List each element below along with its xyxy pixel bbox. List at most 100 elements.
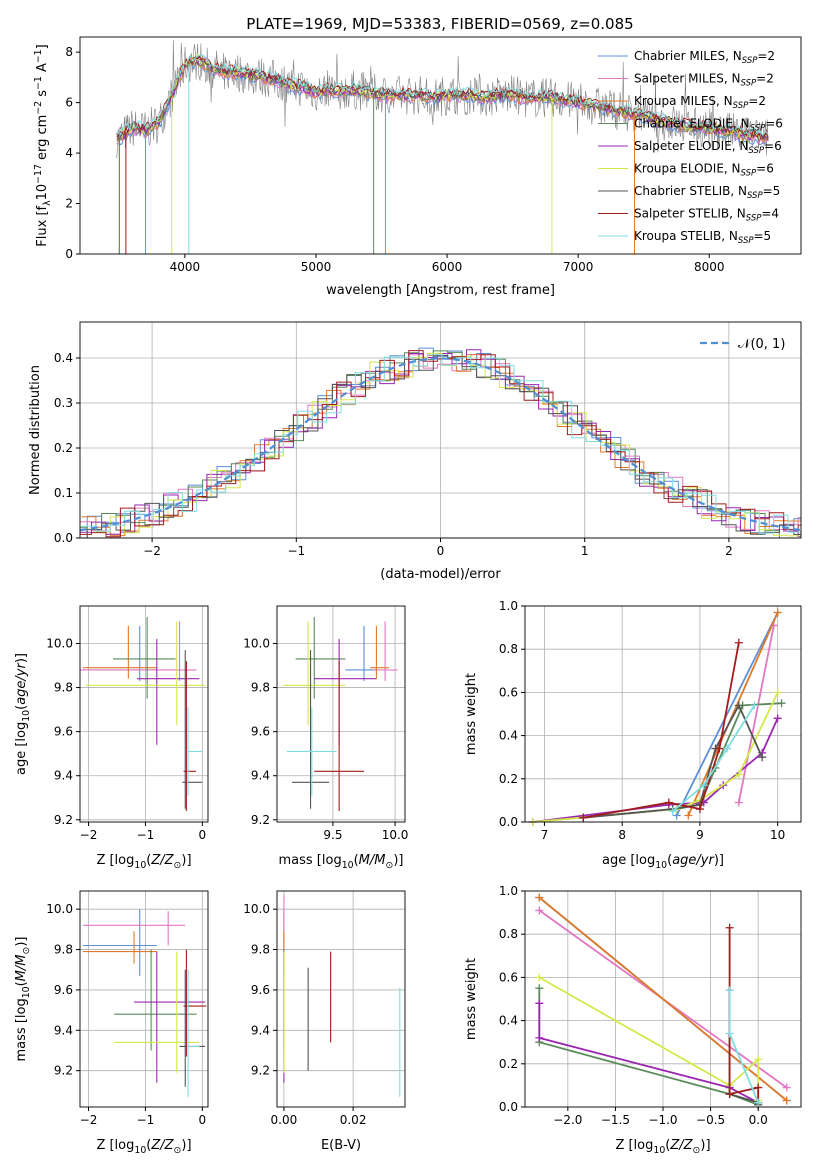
series-salpeter-elodie [528, 714, 782, 826]
normal-distribution-curve [80, 357, 801, 532]
x-tick-label: −1.5 [601, 1113, 630, 1127]
x-tick-label: −1.0 [648, 1113, 677, 1127]
series-line [728, 927, 760, 1103]
y-tick-label: 9.8 [54, 943, 73, 957]
errorbar-kroupa-miles [82, 625, 157, 679]
data-point [734, 638, 743, 647]
data-point [535, 999, 544, 1008]
errorbar-kroupa-stelib [186, 969, 200, 1097]
y-tick-label: 9.6 [251, 983, 270, 997]
x-tick-label: −2 [143, 544, 161, 558]
data-point [725, 986, 734, 995]
y-tick-label: 0.4 [54, 351, 73, 365]
series-line [538, 896, 788, 1102]
age-vs-metallicity-chart: −2 −1 0 9.2 9.4 9.6 9.8 10.0 Z [log10(Z/Z⊙)] age … [14, 605, 209, 871]
residual-histogram-salpeter-stelib [80, 350, 801, 538]
data-point [734, 770, 743, 779]
y-tick-label: 9.8 [251, 681, 270, 695]
errorbar-kroupa-miles [370, 625, 389, 679]
axes-frame [276, 605, 406, 823]
data-point [535, 984, 544, 993]
errorbar-salpeter-elodie [136, 639, 200, 745]
legend-entry: Salpeter STELIB, NSSP=4 [634, 207, 779, 224]
series-line [538, 976, 760, 1101]
axes-frame [79, 890, 209, 1108]
y-tick-label: 9.2 [54, 1064, 73, 1078]
age-vs-mass-chart: 9.5 10.0 9.2 9.4 9.6 9.8 10.0 mass [log10(M/M⊙)… [243, 605, 409, 871]
data-point [734, 798, 743, 807]
y-axis-label: mass weight [464, 958, 479, 1040]
x-tick-label: −1 [137, 1113, 155, 1127]
data-point [579, 813, 588, 822]
data-point [725, 1090, 734, 1099]
y-tick-label: 2 [65, 197, 73, 211]
x-axis-label: (data-model)/error [380, 567, 501, 582]
x-tick-label: 9.5 [323, 828, 342, 842]
y-tick-label: 0.8 [499, 927, 518, 941]
errorbar-salpeter-stelib [183, 661, 197, 811]
spectrum-chart: 4000 5000 6000 7000 8000 0 2 4 6 8 Chabrier MILES,… [33, 36, 802, 298]
x-tick-label: −2 [80, 828, 98, 842]
legend-entry: Chabrier STELIB, NSSP=5 [634, 184, 780, 201]
y-tick-label: 0.0 [54, 531, 73, 545]
x-tick-label: 0.00 [271, 1113, 298, 1127]
legend-entry: Kroupa MILES, NSSP=2 [634, 94, 766, 111]
data-point [664, 798, 673, 807]
data-point [535, 906, 544, 915]
legend: Chabrier MILES, NSSP=2 Salpeter MILES, NS… [598, 49, 783, 246]
y-tick-label: 0.6 [499, 685, 518, 699]
data-point [725, 923, 734, 932]
x-tick-label: 9 [696, 828, 704, 842]
grid [277, 891, 405, 1107]
x-axis-label: age [log10(age/yr)] [602, 853, 724, 871]
x-tick-label: 1 [581, 544, 589, 558]
x-tick-label: 10.0 [382, 828, 409, 842]
x-tick-label: −2 [80, 1113, 98, 1127]
data-point [782, 1096, 791, 1105]
data-point [695, 805, 704, 814]
x-tick-label: 0 [437, 544, 445, 558]
y-tick-label: 0.0 [499, 1100, 518, 1114]
legend-entry: 𝒩(0, 1) [738, 337, 785, 352]
y-tick-label: 1.0 [499, 599, 518, 613]
data-point [754, 1098, 763, 1107]
y-tick-label: 9.4 [251, 1023, 270, 1037]
y-tick-label: 0.6 [499, 970, 518, 984]
x-tick-label: 2 [725, 544, 733, 558]
data-point [773, 608, 782, 617]
series-line [538, 1003, 759, 1104]
data-point [777, 699, 786, 708]
legend-entry: Chabrier ELODIE, NSSP=6 [634, 117, 783, 134]
errorbar-chabrier-miles [345, 625, 377, 681]
y-tick-label: 9.4 [251, 769, 270, 783]
mass-vs-ebv-chart: 0.00 0.02 9.2 9.4 9.6 9.8 10.0 E(B-V) [243, 890, 406, 1153]
mass-weight-vs-metallicity-chart: −2.0 −1.5 −1.0 −0.5 0.0 0.0 0.2 0.4 0.6 0.8 1.0 Z [… [464, 884, 802, 1156]
y-tick-label: 9.6 [54, 983, 73, 997]
x-tick-label: −1 [287, 544, 305, 558]
errorbar-salpeter-miles [82, 911, 186, 946]
y-tick-label: 4 [65, 146, 73, 160]
errorbar-salpeter-elodie [314, 639, 377, 745]
y-tick-label: 0.8 [499, 642, 518, 656]
errorbar-kroupa-miles [82, 931, 157, 964]
series-salpeter-stelib [725, 923, 763, 1107]
y-tick-label: 8 [65, 45, 73, 59]
x-tick-label: 8 [618, 828, 626, 842]
x-axis-label: Z [log10(Z/Z⊙)] [615, 1138, 710, 1156]
x-axis-label: Z [log10(Z/Z⊙)] [96, 853, 191, 871]
x-axis-label: wavelength [Angstrom, rest frame] [326, 283, 555, 298]
x-tick-label: 0 [198, 828, 206, 842]
data-point [754, 1083, 763, 1092]
residuals-chart: −2 −1 0 1 2 0.0 0.1 0.2 0.3 0.4 𝒩(0, 1) (data-model… [28, 321, 802, 582]
y-tick-label: 9.4 [54, 1023, 73, 1037]
data-point [699, 781, 708, 790]
y-tick-label: 0.3 [54, 396, 73, 410]
data-point [750, 701, 759, 710]
series-salpeter-stelib [579, 638, 743, 822]
y-axis-label: mass weight [464, 673, 479, 755]
y-axis-label: Flux [fλ10−17 erg cm−2 s−1 A−1] [33, 44, 53, 246]
y-tick-label: 1.0 [499, 884, 518, 898]
x-tick-label: 0.02 [340, 1113, 367, 1127]
grid [80, 606, 208, 822]
errorbar-chabrier-elodie [295, 617, 346, 699]
